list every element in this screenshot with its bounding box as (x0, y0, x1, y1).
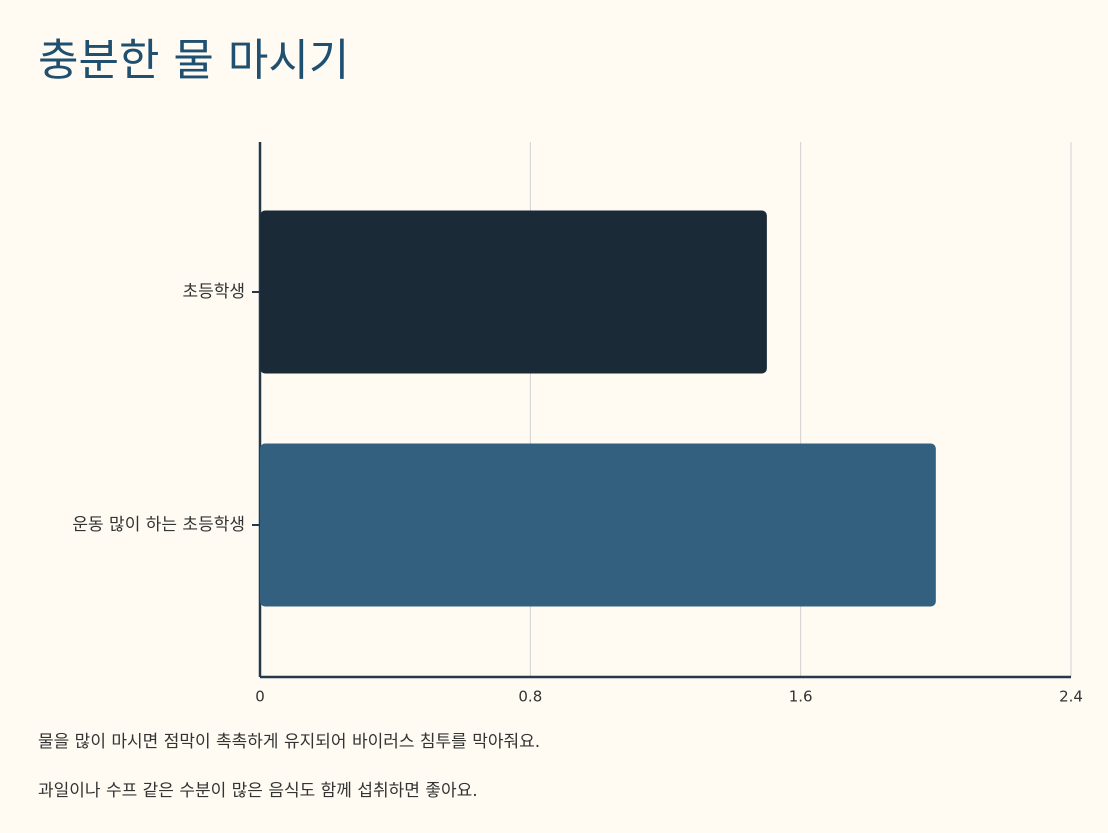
x-tick-label: 1.6 (789, 688, 813, 706)
bar (260, 443, 936, 607)
bar (260, 210, 767, 374)
note: 물을 많이 마시면 점막이 촉촉하게 유지되어 바이러스 침투를 막아줘요. (38, 732, 540, 752)
x-tick-label: 0.8 (518, 688, 542, 706)
chart-title: 충분한 물 마시기 (38, 35, 349, 86)
x-tick-label: 2.4 (1059, 688, 1083, 706)
x-tick-label: 0 (255, 688, 265, 706)
y-tick-label: 초등학생 (182, 282, 245, 302)
y-tick-label: 운동 많이 하는 초등학생 (72, 515, 245, 535)
note: 과일이나 수프 같은 수분이 많은 음식도 함께 섭취하면 좋아요. (38, 781, 478, 801)
